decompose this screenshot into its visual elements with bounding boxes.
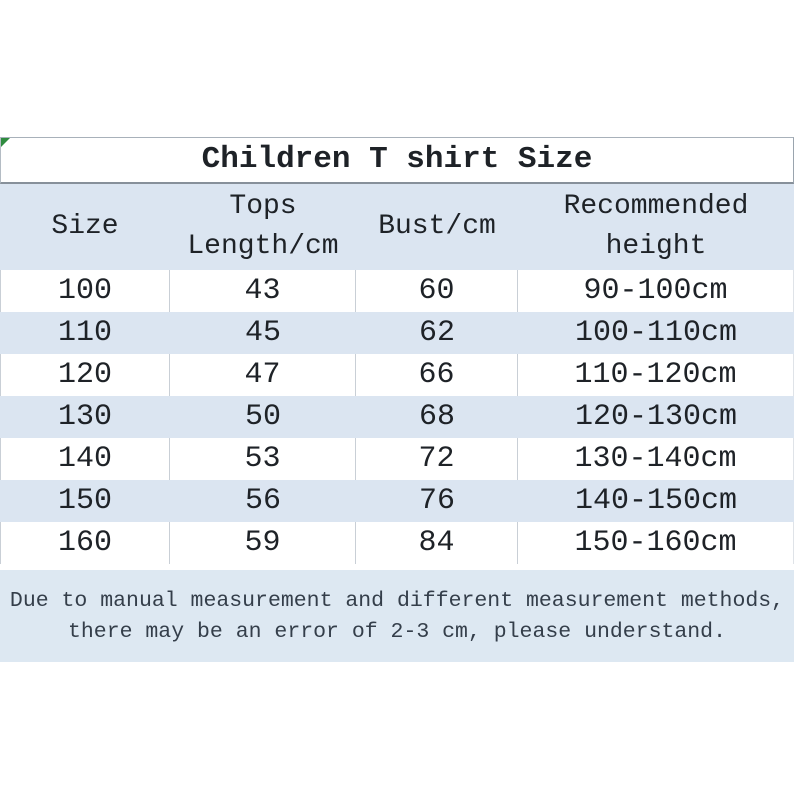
table-cell: 120 [1,354,170,396]
table-row: 100 43 60 90-100cm [0,270,794,312]
table-cell: 100-110cm [574,316,738,350]
table-cell: 150 [57,484,112,518]
column-header-line: Size [51,211,119,242]
table-cell: 130 [57,400,112,434]
table-cell: 50 [244,400,281,434]
table-cell: 76 [418,484,455,518]
table-cell: 72 [356,438,518,480]
table-row: 140 53 72 130-140cm [0,438,794,480]
corner-marker-icon [1,138,10,147]
table-cell: 140-150cm [574,484,738,518]
table-row: 150 56 76 140-150cm [0,480,794,522]
table-row: 130 50 68 120-130cm [0,396,794,438]
column-header-bust: Bust/cm [356,184,518,270]
table-cell: 130-140cm [518,438,794,480]
note-line-1: Due to manual measurement and different … [9,589,785,613]
table-row: 120 47 66 110-120cm [0,354,794,396]
measurement-note: Due to manual measurement and different … [0,570,794,662]
table-cell: 84 [356,522,518,564]
column-header-line: Recommended [563,191,749,222]
table-cell: 160 [1,522,170,564]
note-line-2: there may be an error of 2-3 cm, please … [67,620,726,644]
table-cell: 47 [170,354,356,396]
column-header-recommended-height: Recommended height [518,184,794,270]
table-cell: 110-120cm [518,354,794,396]
table-cell: 62 [418,316,455,350]
column-header-tops-length: Tops Length/cm [170,184,356,270]
table-cell: 66 [356,354,518,396]
column-header-line: height [605,231,707,262]
table-cell: 53 [170,438,356,480]
table-body: 100 43 60 90-100cm 110 45 62 100-110cm 120 47 66 11… [0,270,794,564]
column-header-size: Size [0,184,170,270]
table-cell: 59 [170,522,356,564]
table-cell: 43 [170,270,356,312]
table-title-row: Children T shirt Size [0,137,794,184]
table-cell: 140 [1,438,170,480]
table-cell: 150-160cm [518,522,794,564]
size-chart-table: Children T shirt Size Size Tops Length/cm B… [0,137,794,662]
table-cell: 120-130cm [574,400,738,434]
table-cell: 68 [418,400,455,434]
table-cell: 90-100cm [518,270,794,312]
table-cell: 100 [1,270,170,312]
table-cell: 56 [244,484,281,518]
table-header-row: Size Tops Length/cm Bust/cm Recommended heigh… [0,184,794,270]
table-cell: 110 [57,316,112,350]
table-cell: 45 [244,316,281,350]
table-cell: 60 [356,270,518,312]
column-header-line: Length/cm [187,231,339,262]
table-title: Children T shirt Size [201,142,593,177]
column-header-line: Bust/cm [378,211,496,242]
column-header-line: Tops [229,191,297,222]
table-row: 160 59 84 150-160cm [0,522,794,564]
table-row: 110 45 62 100-110cm [0,312,794,354]
